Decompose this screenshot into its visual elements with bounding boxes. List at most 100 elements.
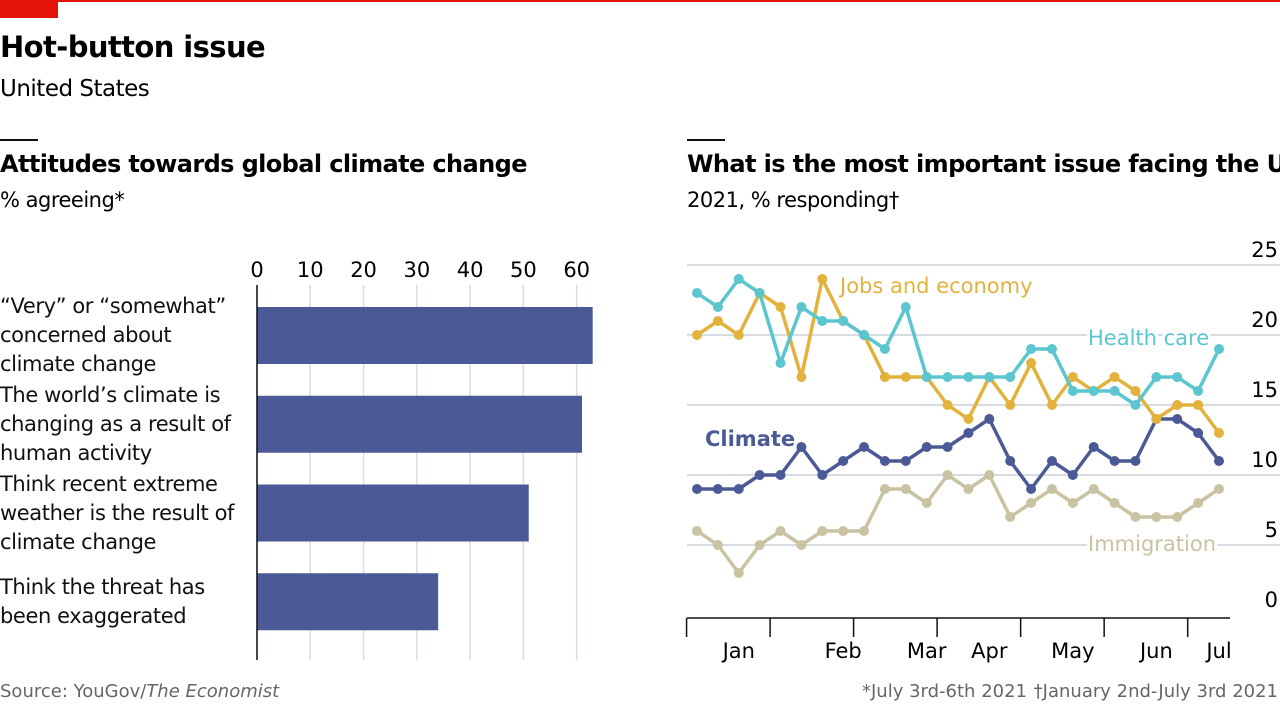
point	[1005, 456, 1016, 466]
point	[859, 526, 870, 536]
bar	[257, 573, 439, 631]
point	[1172, 512, 1183, 522]
point	[1046, 344, 1057, 354]
point	[1067, 498, 1078, 508]
y-tick-label: 20	[1251, 308, 1278, 332]
point	[1005, 512, 1016, 522]
panel-subtitle: 2021, % responding†	[687, 188, 899, 212]
x-tick-label: Jul	[1204, 639, 1231, 663]
point	[1172, 414, 1183, 424]
point	[1026, 358, 1037, 368]
point	[879, 344, 890, 354]
point	[817, 470, 828, 480]
point	[775, 302, 786, 312]
x-tick-label: 20	[350, 258, 377, 282]
point	[1109, 498, 1120, 508]
point	[942, 400, 953, 410]
point	[1109, 372, 1120, 382]
footnote: *July 3rd-6th 2021	[862, 681, 1027, 702]
panel-title: Attitudes towards global climate change	[0, 150, 527, 178]
point	[879, 456, 890, 466]
point	[775, 358, 786, 368]
point	[1046, 456, 1057, 466]
point	[900, 372, 911, 382]
x-tick-label: May	[1051, 639, 1094, 663]
point	[1109, 456, 1120, 466]
point	[1005, 400, 1016, 410]
source-publication: The Economist	[146, 681, 280, 702]
series-label: Climate	[705, 427, 795, 451]
x-tick-label: Mar	[907, 639, 947, 663]
point	[879, 372, 890, 382]
point	[1193, 428, 1204, 438]
point	[859, 442, 870, 452]
x-tick-label: 0	[250, 258, 263, 282]
point	[1026, 344, 1037, 354]
point	[1151, 372, 1162, 382]
footnote: †January 2nd-July 3rd 2021	[1034, 681, 1278, 702]
series-label: Immigration	[1088, 532, 1216, 556]
point	[1130, 512, 1141, 522]
x-tick-label: 50	[510, 258, 537, 282]
panel-title: What is the most important issue facing …	[687, 150, 1280, 178]
y-tick-label: 5	[1265, 518, 1278, 542]
panel-rule	[0, 139, 38, 141]
title: Hot-button issue	[0, 30, 265, 64]
point	[963, 372, 974, 382]
point	[1214, 344, 1224, 354]
x-tick-label: 60	[563, 258, 590, 282]
point	[692, 330, 702, 340]
y-tick-label: 15	[1251, 378, 1278, 402]
category-label: Think the threat has been exaggerated	[0, 574, 205, 628]
point	[754, 540, 765, 550]
point	[775, 470, 786, 480]
point	[733, 568, 744, 578]
point	[692, 526, 702, 536]
point	[692, 288, 702, 298]
point	[879, 484, 890, 494]
point	[1088, 484, 1099, 494]
point	[1067, 386, 1078, 396]
point	[1046, 484, 1057, 494]
point	[1109, 386, 1120, 396]
point	[1130, 400, 1141, 410]
point	[692, 484, 702, 494]
point	[1130, 456, 1141, 466]
logo-tag	[0, 0, 58, 18]
point	[1193, 400, 1204, 410]
point	[1214, 428, 1224, 438]
y-tick-label: 0	[1265, 588, 1278, 612]
series-label: Health care	[1088, 326, 1209, 350]
point	[921, 498, 932, 508]
source-text: Source: YouGov/	[0, 681, 147, 702]
point	[796, 372, 807, 382]
point	[942, 442, 953, 452]
y-tick-label: 25	[1251, 238, 1278, 262]
point	[900, 484, 911, 494]
bar	[257, 484, 529, 542]
point	[1151, 512, 1162, 522]
point	[754, 470, 765, 480]
point	[921, 372, 932, 382]
point	[1130, 386, 1141, 396]
point	[712, 540, 723, 550]
point	[796, 540, 807, 550]
point	[1214, 484, 1224, 494]
bar	[257, 395, 583, 453]
x-tick-label: 40	[457, 258, 484, 282]
point	[1005, 372, 1016, 382]
point	[1088, 442, 1099, 452]
x-tick-label: 10	[297, 258, 324, 282]
point	[900, 456, 911, 466]
category-label: The world’s climate is changing as a res…	[0, 382, 231, 465]
point	[1026, 484, 1037, 494]
point	[1172, 400, 1183, 410]
point	[712, 484, 723, 494]
point	[796, 442, 807, 452]
point	[838, 456, 849, 466]
point	[838, 526, 849, 536]
x-tick-label: Apr	[971, 639, 1008, 663]
point	[754, 288, 765, 298]
point	[817, 274, 828, 284]
